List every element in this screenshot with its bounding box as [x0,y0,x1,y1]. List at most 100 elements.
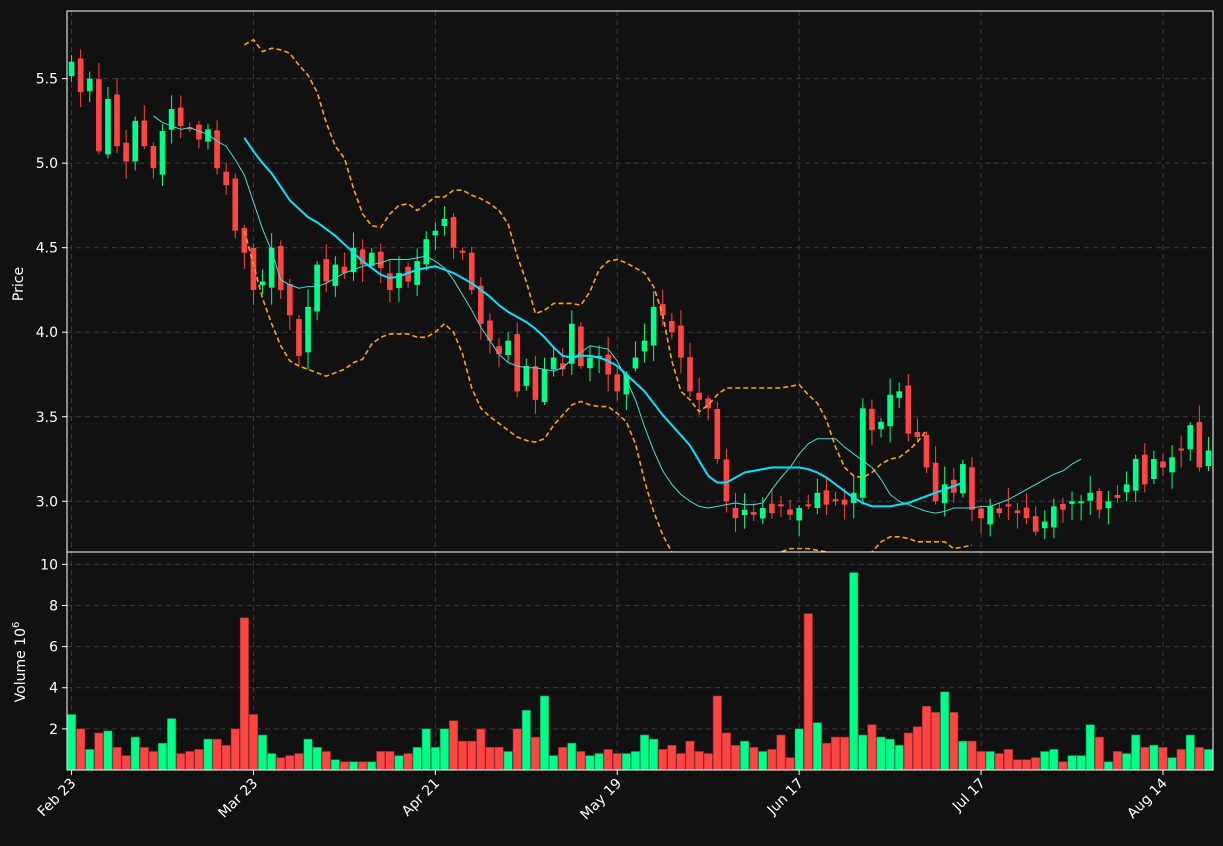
lower-band-line [243,230,973,552]
volume-bar [476,728,486,770]
candle-body [987,506,993,525]
volume-bar [1094,736,1104,770]
volume-bar [1140,747,1150,770]
candle-body [1078,501,1084,504]
volume-bar [940,691,950,770]
volume-bar [912,726,922,770]
x-tick-label: Feb 23 [35,776,80,821]
volume-bar [221,745,231,770]
volume-tick-label: 6 [49,640,58,656]
candle-body [396,273,402,289]
volume-bar [867,724,877,770]
volume-bar [503,751,513,770]
volume-bar [849,572,859,770]
volume-bar [1131,734,1141,770]
volume-bar [612,753,622,770]
volume-bar [667,745,677,770]
candle-body [614,374,621,392]
volume-bar [749,747,759,770]
volume-bar [567,742,577,770]
candle-body [869,408,875,431]
volume-bar [603,749,613,770]
candle-body [641,340,648,352]
candle-body [1205,450,1212,467]
candle-body [723,459,730,502]
volume-bar [449,720,459,770]
volume-bar [885,738,895,770]
upper-band-line [243,38,928,479]
volume-bar [176,753,186,770]
volume-bar [421,728,431,770]
candle-body [377,251,384,268]
volume-bar [267,753,277,770]
volume-axis-label-exponent: 6 [11,622,22,628]
volume-bar [785,757,795,770]
candle-body [268,247,275,288]
candle-body [1014,510,1021,514]
candle-body [287,284,293,316]
volume-bar [758,751,768,770]
volume-bar [931,712,941,770]
price-tick-label: 5.0 [36,156,58,172]
candle-body [814,492,821,508]
volume-bar [230,728,240,770]
volume-axis-label: Volume 106 [11,622,29,703]
candle-body [878,421,884,430]
candle-body [960,464,966,494]
volume-bar [812,722,822,770]
volume-grid [67,552,1213,770]
volume-bar [303,738,313,770]
candle-body [296,318,302,356]
volume-bar [794,728,804,770]
candle-body [659,304,666,316]
candle-body [368,252,375,266]
volume-bar [467,740,477,770]
volume-bar [521,710,531,770]
volume-axis-label-main: Volume 10 [13,628,29,702]
volume-bar [148,751,158,770]
price-tick-label: 5.5 [36,72,58,88]
volume-bar [167,718,177,770]
volume-bar [994,753,1004,770]
candle-body [669,320,675,333]
candle-body [969,467,975,510]
volume-bar [1012,759,1022,770]
volume-bar [712,695,722,770]
candle-body [159,131,166,175]
candle-body [432,230,439,236]
candle-body [887,394,893,427]
volume-bar [312,747,322,770]
candle-body [241,227,248,253]
volume-bar [258,734,268,770]
volume-bar [349,761,358,770]
volume-bar [658,749,668,770]
candle-body [832,499,839,502]
candle-body [414,261,420,285]
volume-bar [203,738,213,770]
volume-bar [1176,749,1186,770]
volume-bar [1122,753,1132,770]
candle-body [1060,503,1066,510]
volume-bar [158,742,167,770]
volume-bar [112,747,122,770]
volume-bar [585,755,595,770]
volume-bar [549,755,559,770]
volume-bar [621,753,631,770]
volume-bar [276,757,286,770]
volume-bar [403,753,413,770]
price-grid [67,11,1213,552]
volume-bar [922,705,931,770]
candle-body [732,507,739,519]
candle-body [978,508,984,519]
candle-body [550,357,557,370]
candle-body [205,129,211,142]
volume-bar [339,761,349,770]
candle-body [932,462,939,502]
volume-bar [130,736,140,770]
candle-body [650,306,657,346]
candle-body [141,120,148,147]
x-tick-label: May 19 [578,776,626,824]
volume-plot-area [67,572,1213,770]
